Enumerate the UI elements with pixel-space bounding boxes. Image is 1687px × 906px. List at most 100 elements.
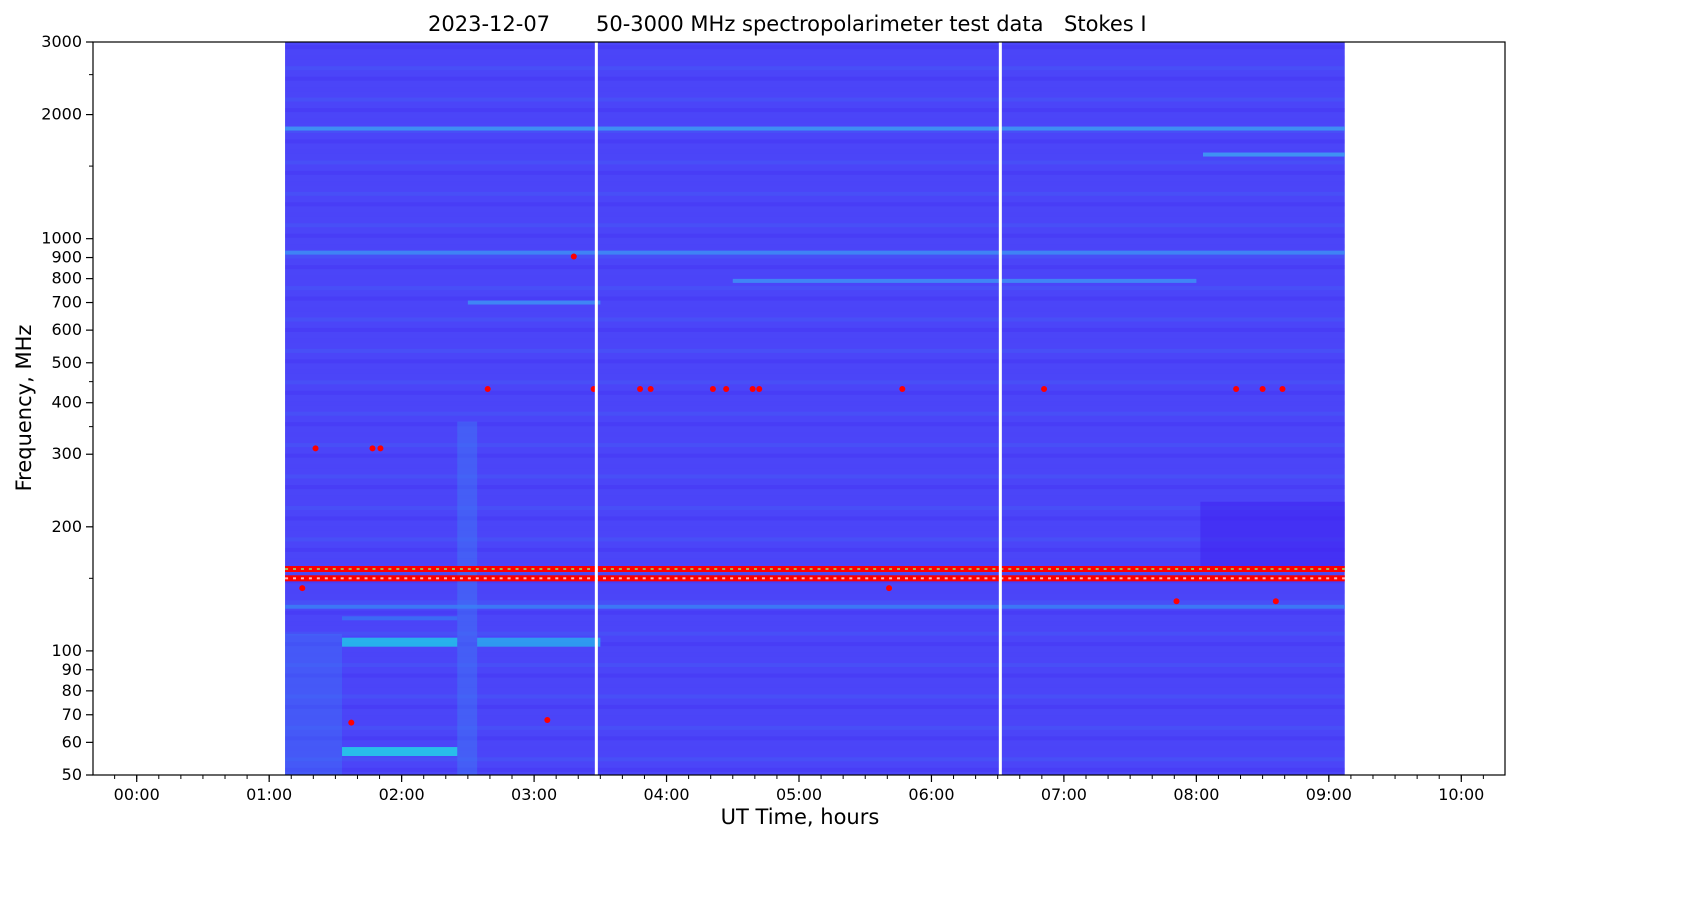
spectrogram-background — [285, 42, 1345, 775]
texture-band — [285, 474, 1345, 479]
rfi-speckle — [515, 568, 519, 571]
rfi-speckle — [499, 577, 503, 580]
rfi-speckle — [587, 577, 591, 580]
texture-band — [285, 694, 1345, 699]
rfi-speckle — [746, 577, 750, 580]
rfi-speckle — [1286, 577, 1290, 580]
rfi-speckle — [785, 568, 789, 571]
rfi-speckle — [1135, 568, 1139, 571]
rfi-speckle — [944, 577, 948, 580]
rfi-speckle — [1040, 577, 1044, 580]
spectral-band-6 — [467, 300, 601, 305]
rfi-speckle — [300, 568, 304, 571]
texture-band — [285, 432, 1345, 437]
rfi-speckle — [1103, 568, 1107, 571]
rfi-speckle — [436, 568, 440, 571]
rfi-speckle — [960, 577, 964, 580]
rfi-speckle — [539, 577, 543, 580]
rfi-speckle — [1087, 577, 1091, 580]
rfi-speckle — [1095, 577, 1099, 580]
spot-21 — [1272, 598, 1279, 605]
rfi-speckle — [1175, 568, 1179, 571]
x-tick-label: 06:00 — [908, 785, 954, 804]
x-tick-label: 09:00 — [1306, 785, 1352, 804]
rfi-speckle — [1310, 577, 1314, 580]
rfi-speckle — [936, 577, 940, 580]
rfi-speckle — [547, 577, 551, 580]
rfi-speckle — [483, 568, 487, 571]
spot-14 — [1259, 385, 1266, 392]
texture-band — [285, 485, 1345, 490]
rfi-speckle — [1151, 577, 1155, 580]
rfi-speckle — [769, 568, 773, 571]
rfi-speckle — [698, 577, 702, 580]
spot-22 — [299, 585, 306, 592]
rfi-speckle — [531, 577, 535, 580]
rfi-speckle — [857, 568, 861, 571]
spot-15 — [1279, 385, 1286, 392]
rfi-speckle — [952, 577, 956, 580]
rfi-speckle — [285, 568, 289, 571]
rfi-speckle — [459, 577, 463, 580]
x-tick-label: 00:00 — [114, 785, 160, 804]
texture-band — [285, 212, 1345, 217]
rfi-speckle — [531, 568, 535, 571]
rfi-speckle — [682, 577, 686, 580]
rfi-speckle — [293, 577, 297, 580]
spot-12 — [1041, 385, 1048, 392]
rfi-speckle — [1302, 568, 1306, 571]
rfi-speckle — [1055, 577, 1059, 580]
spot-2 — [377, 445, 384, 452]
texture-band — [285, 537, 1345, 542]
texture-band — [285, 223, 1345, 228]
rfi-speckle — [730, 568, 734, 571]
rfi-speckle — [388, 568, 392, 571]
spot-18 — [544, 716, 551, 723]
texture-band — [285, 683, 1345, 688]
y-tick-label: 400 — [51, 393, 82, 412]
rfi-speckle — [1326, 568, 1330, 571]
rfi-speckle — [881, 577, 885, 580]
rfi-speckle — [451, 577, 455, 580]
rfi-speckle — [753, 577, 757, 580]
texture-band — [285, 422, 1345, 427]
rfi-speckle — [793, 577, 797, 580]
texture-band — [285, 181, 1345, 186]
rfi-speckle — [587, 568, 591, 571]
texture-band — [285, 401, 1345, 406]
rfi-speckle — [1302, 577, 1306, 580]
texture-band — [285, 495, 1345, 500]
y-tick-label: 200 — [51, 517, 82, 536]
rfi-speckle — [1230, 577, 1234, 580]
rfi-speckle — [658, 568, 662, 571]
texture-band — [285, 317, 1345, 322]
rfi-speckle — [1079, 568, 1083, 571]
rfi-speckle — [467, 568, 471, 571]
spectral-band-8 — [342, 637, 458, 647]
rfi-speckle — [364, 577, 368, 580]
rfi-speckle — [1246, 577, 1250, 580]
spot-7 — [709, 385, 716, 392]
chart-title-stokes: Stokes I — [1064, 12, 1147, 36]
x-axis-label: UT Time, hours — [721, 805, 880, 829]
rfi-speckle — [912, 568, 916, 571]
rfi-speckle — [777, 568, 781, 571]
texture-band — [285, 338, 1345, 343]
texture-band — [285, 97, 1345, 102]
rfi-speckle — [1048, 577, 1052, 580]
rfi-speckle — [563, 568, 567, 571]
x-tick-label: 02:00 — [379, 785, 425, 804]
rfi-speckle — [865, 568, 869, 571]
y-tick-label: 90 — [62, 660, 82, 679]
rfi-speckle — [1111, 577, 1115, 580]
rfi-speckle — [626, 577, 630, 580]
rfi-speckle — [428, 577, 432, 580]
rfi-speckle — [1199, 577, 1203, 580]
rfi-speckle — [491, 577, 495, 580]
y-tick-label: 600 — [51, 320, 82, 339]
rfi-speckle — [547, 568, 551, 571]
rfi-speckle — [444, 568, 448, 571]
y-tick-label: 3000 — [41, 32, 82, 51]
